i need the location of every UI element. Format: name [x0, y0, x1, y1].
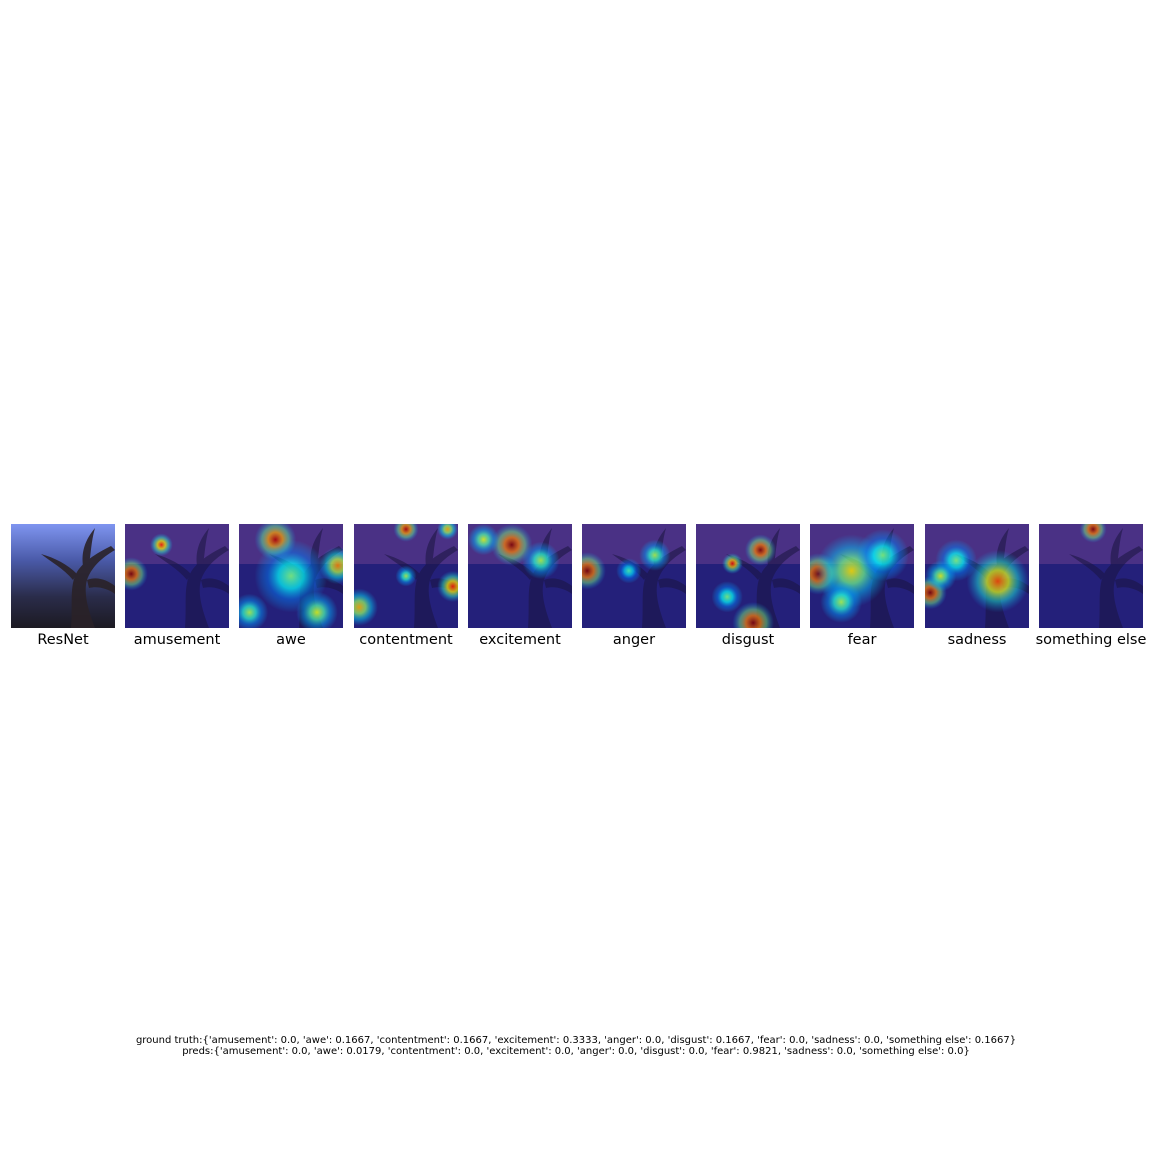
heatmap-hotspot	[639, 539, 671, 571]
heatmap-hotspot	[582, 552, 606, 590]
ground-truth-caption: ground truth:{'amusement': 0.0, 'awe': 0…	[135, 1035, 1017, 1046]
heatmap-hotspot	[393, 524, 419, 542]
heatmap-hotspot	[490, 524, 533, 566]
heatmap-hotspot	[711, 581, 743, 613]
heatmap-hotspot	[354, 588, 378, 626]
heatmap-image-disgust	[696, 524, 800, 628]
heatmap-hotspot	[125, 557, 148, 591]
panel-label-awe: awe	[276, 632, 306, 648]
panel-label-fear: fear	[847, 632, 877, 648]
heatmap-hotspot	[744, 534, 777, 566]
panel-label-anger: anger	[612, 632, 656, 648]
heatmap-image-contentment	[354, 524, 458, 628]
original-image-resnet	[11, 524, 115, 628]
heatmap-hotspot	[239, 593, 269, 628]
panel-label-sadness: sadness	[947, 632, 1007, 648]
heatmap-hotspot	[522, 541, 560, 580]
panel-label-excitement: excitement	[479, 632, 561, 648]
heatmap-hotspot	[722, 553, 743, 574]
heatmap-hotspot	[1079, 524, 1107, 543]
heatmap-hotspot	[856, 529, 909, 582]
panel-label-disgust: disgust	[721, 632, 775, 648]
heatmap-hotspot	[820, 581, 862, 623]
preds-caption: preds:{'amusement': 0.0, 'awe': 0.0179, …	[182, 1046, 970, 1057]
heatmap-hotspot	[296, 591, 338, 628]
heatmap-image-sadness	[925, 524, 1029, 628]
heatmap-image-something-else	[1039, 524, 1143, 628]
panel-label-resnet: ResNet	[37, 632, 89, 648]
heatmap-image-anger	[582, 524, 686, 628]
heatmap-hotspot	[468, 524, 500, 556]
heatmap-hotspot	[150, 533, 173, 557]
heatmap-hotspot	[966, 550, 1029, 613]
heatmap-hotspot	[925, 560, 957, 592]
panel-label-contentment: contentment	[359, 632, 453, 648]
heatmap-image-amusement	[125, 524, 229, 628]
heatmap-hotspot	[616, 558, 642, 584]
heatmap-hotspot	[395, 565, 417, 587]
heatmap-hotspot	[437, 570, 458, 602]
heatmap-hotspot	[437, 524, 458, 540]
panel-label-something-else: something else	[1035, 632, 1147, 648]
heatmap-image-excitement	[468, 524, 572, 628]
heatmap-hotspot	[732, 602, 774, 628]
heatmap-image-awe	[239, 524, 343, 628]
panel-label-amusement: amusement	[133, 632, 221, 648]
heatmap-image-fear	[810, 524, 914, 628]
